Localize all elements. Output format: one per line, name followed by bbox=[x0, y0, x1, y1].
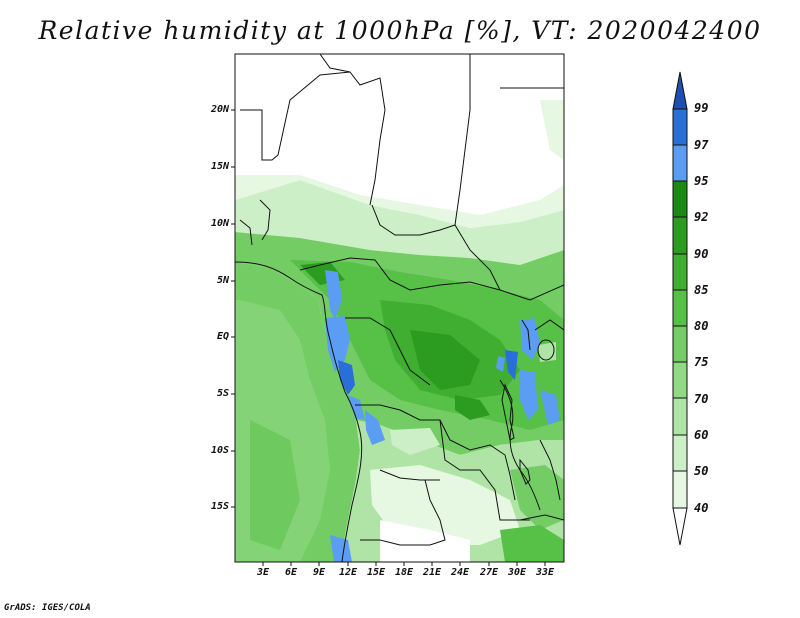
colorbar-label-60: 60 bbox=[694, 428, 709, 442]
lon-label-12e: 12E bbox=[338, 567, 358, 578]
colorbar-label-70: 70 bbox=[694, 392, 709, 406]
lake-outlines bbox=[501, 339, 555, 485]
lon-label-6e: 6E bbox=[284, 567, 298, 578]
plot-frame bbox=[234, 53, 565, 563]
lat-label-5n: 5N bbox=[216, 275, 229, 286]
credit-text: GrADS: IGES/COLA bbox=[4, 603, 91, 613]
lon-label-9e: 9E bbox=[312, 567, 326, 578]
colorbar-label-90: 90 bbox=[694, 247, 709, 261]
lat-label-15n: 15N bbox=[210, 161, 229, 172]
colorbar-label-75: 75 bbox=[694, 355, 709, 369]
map-title: Relative humidity at 1000hPa [%], VT: 20… bbox=[38, 16, 762, 45]
colorbar bbox=[672, 71, 688, 546]
lon-label-27e: 27E bbox=[479, 567, 499, 578]
colorbar-label-99: 99 bbox=[694, 101, 709, 115]
colorbar-label-95: 95 bbox=[694, 174, 709, 188]
lon-label-33e: 33E bbox=[535, 567, 555, 578]
country-borders bbox=[235, 54, 564, 562]
humidity-field bbox=[235, 100, 564, 562]
lat-ticks bbox=[231, 109, 235, 508]
lon-label-18e: 18E bbox=[394, 567, 414, 578]
lat-label-10n: 10N bbox=[210, 218, 229, 229]
lat-label-5s: 5S bbox=[216, 388, 229, 399]
lat-label-eq: EQ bbox=[216, 331, 229, 342]
lon-label-24e: 24E bbox=[450, 567, 470, 578]
lon-label-15e: 15E bbox=[366, 567, 386, 578]
colorbar-label-50: 50 bbox=[694, 464, 709, 478]
lat-label-20n: 20N bbox=[210, 104, 229, 115]
colorbar-label-97: 97 bbox=[694, 138, 709, 152]
colorbar-label-40: 40 bbox=[694, 501, 709, 515]
lat-label-15s: 15S bbox=[210, 501, 229, 512]
colorbar-label-80: 80 bbox=[694, 319, 709, 333]
lon-label-3e: 3E bbox=[256, 567, 270, 578]
colorbar-label-92: 92 bbox=[694, 210, 709, 224]
lon-label-21e: 21E bbox=[422, 567, 442, 578]
colorbar-label-85: 85 bbox=[694, 283, 709, 297]
lon-label-30e: 30E bbox=[507, 567, 527, 578]
lon-ticks bbox=[262, 562, 546, 566]
lat-label-10s: 10S bbox=[210, 445, 229, 456]
